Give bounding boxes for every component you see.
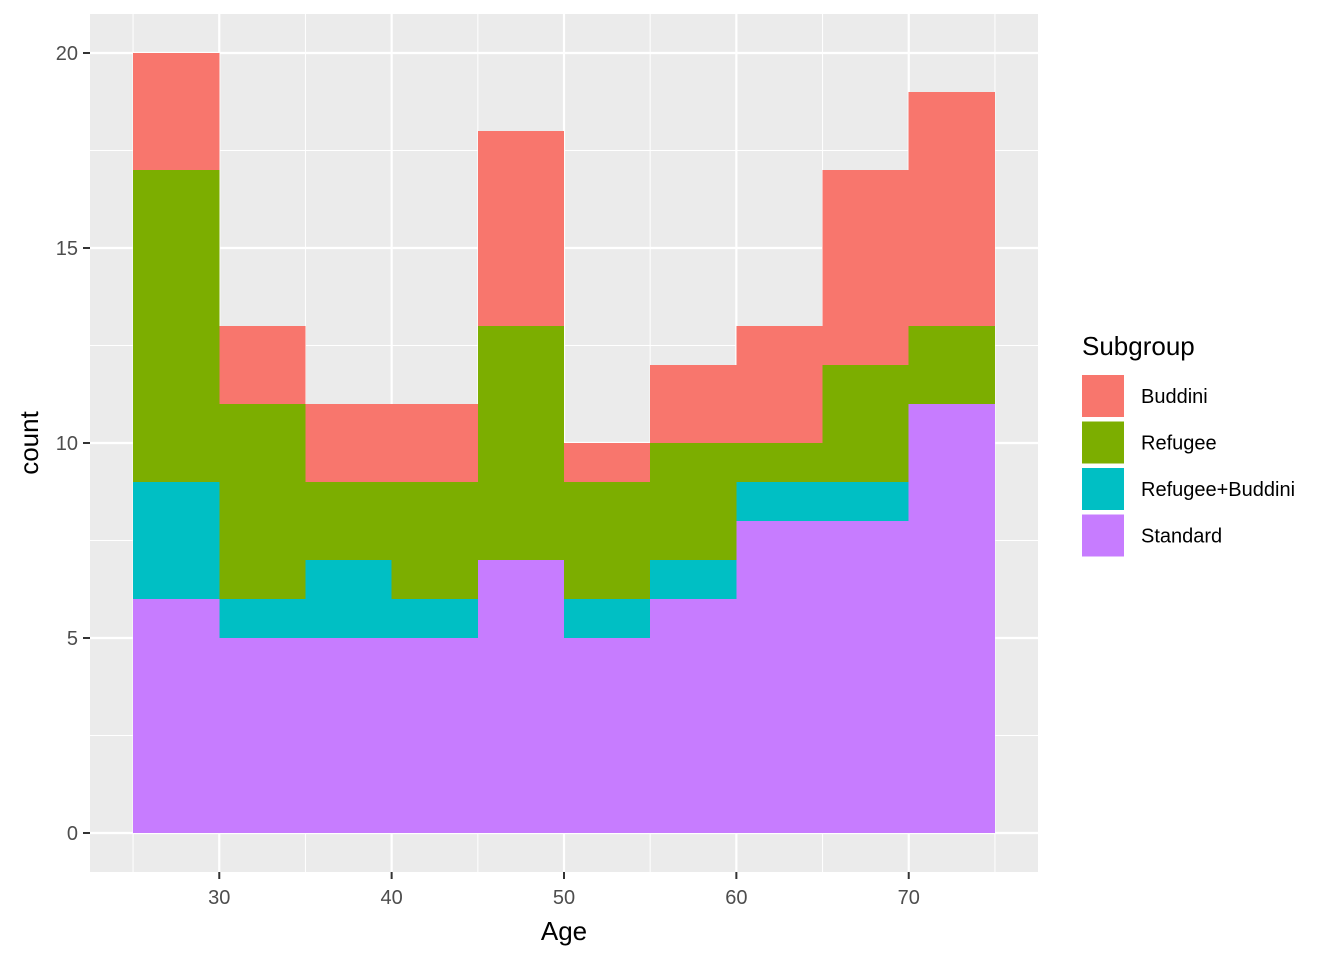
- x-axis: 30 40 50 60 70: [208, 872, 920, 909]
- bar-refugee-40: [391, 482, 478, 599]
- legend-label: Buddini: [1141, 386, 1208, 408]
- y-tick-label: 10: [56, 433, 78, 455]
- legend-key-standard: [1082, 514, 1124, 557]
- bar-standard-60: [736, 521, 823, 833]
- bar-standard-25: [133, 599, 220, 833]
- bar-refugee-35: [305, 482, 392, 560]
- bar-refugee-30: [219, 404, 306, 599]
- bar-refugee-55: [650, 443, 737, 560]
- y-axis-title: count: [14, 410, 44, 474]
- x-axis-title: Age: [541, 916, 587, 946]
- bar-buddini-70: [908, 92, 995, 326]
- x-tick-label: 40: [381, 887, 403, 909]
- bar-refugee-buddini-55: [650, 560, 737, 599]
- bar-standard-50: [564, 638, 651, 833]
- bar-standard-30: [219, 638, 306, 833]
- x-tick-label: 60: [725, 887, 747, 909]
- bar-buddini-55: [650, 365, 737, 443]
- legend-key-refugee-buddini: [1082, 468, 1124, 510]
- bar-buddini-65: [822, 170, 909, 365]
- bar-refugee-65: [822, 365, 909, 482]
- bar-standard-70: [908, 404, 995, 833]
- bar-standard-35: [305, 638, 392, 833]
- x-tick-label: 70: [898, 887, 920, 909]
- bar-buddini-60: [736, 326, 823, 443]
- bar-refugee-buddini-50: [564, 599, 651, 638]
- bar-refugee-60: [736, 443, 823, 482]
- legend-key-refugee: [1082, 421, 1124, 464]
- bar-refugee-50: [564, 482, 651, 599]
- x-tick-label: 30: [208, 887, 230, 909]
- bar-segments: [133, 53, 995, 833]
- y-axis: 0 5 10 15 20: [56, 43, 90, 845]
- bar-standard-45: [477, 560, 564, 833]
- legend-items: Buddini Refugee Refugee+Buddini Standard: [1082, 375, 1295, 557]
- legend-title: Subgroup: [1082, 331, 1195, 361]
- bar-refugee-buddini-65: [822, 482, 909, 521]
- legend-key-buddini: [1082, 375, 1124, 417]
- bar-standard-40: [391, 638, 478, 833]
- y-tick-label: 15: [56, 238, 78, 260]
- legend-label: Standard: [1141, 526, 1222, 548]
- bar-refugee-buddini-30: [219, 599, 306, 638]
- x-tick-label: 50: [553, 887, 575, 909]
- y-tick-label: 0: [67, 823, 78, 845]
- bar-buddini-50: [564, 443, 651, 482]
- bar-buddini-40: [391, 404, 478, 482]
- bar-standard-65: [822, 521, 909, 833]
- bar-refugee-25: [133, 170, 220, 482]
- bar-refugee-buddini-25: [133, 482, 220, 599]
- bar-refugee-buddini-40: [391, 599, 478, 638]
- bar-refugee-buddini-35: [305, 560, 392, 638]
- bar-buddini-30: [219, 326, 306, 404]
- bar-refugee-45: [477, 326, 564, 560]
- y-tick-label: 20: [56, 43, 78, 65]
- bar-refugee-70: [908, 326, 995, 404]
- legend: Subgroup Buddini Refugee Refugee+Buddini St…: [1082, 331, 1295, 557]
- bar-standard-55: [650, 599, 737, 833]
- y-tick-label: 5: [67, 628, 78, 650]
- bar-refugee-buddini-60: [736, 482, 823, 521]
- legend-label: Refugee+Buddini: [1141, 479, 1295, 501]
- legend-label: Refugee: [1141, 433, 1217, 455]
- bar-buddini-35: [305, 404, 392, 482]
- bar-buddini-45: [477, 131, 564, 326]
- bar-buddini-25: [133, 53, 220, 170]
